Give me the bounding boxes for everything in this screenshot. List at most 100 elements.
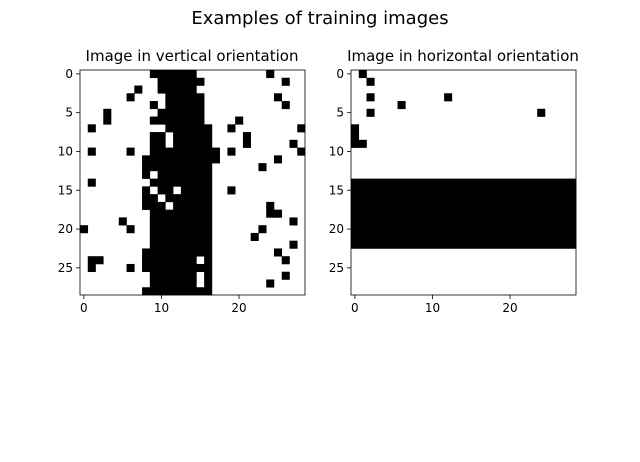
pixel-cell [444,194,453,203]
pixel-cell [521,217,530,226]
pixel-cell [498,225,507,234]
pixel-cell [498,240,507,249]
pixel-cell [513,240,522,249]
pixel-cell [157,132,166,141]
pixel-cell [188,170,197,179]
pixel-cell [389,225,398,234]
pixel-cell [490,201,499,210]
pixel-cell [204,256,213,265]
pixel-cell [142,170,151,179]
pixel-cell [420,217,429,226]
pixel-cell [180,101,189,110]
pixel-cell [165,256,174,265]
pixel-cell [366,217,375,226]
pixel-cell [126,225,135,234]
pixel-cell [490,194,499,203]
pixel-cell [475,186,484,195]
pixel-cell [188,116,197,125]
pixel-cell [529,178,538,187]
image-cells [80,70,306,296]
pixel-cell [180,178,189,187]
pixel-cell [529,232,538,241]
pixel-cell [405,225,414,234]
pixel-cell [134,85,143,94]
pixel-cell [180,124,189,133]
axes-frame [79,69,306,296]
pixel-cell [196,124,205,133]
pixel-cell [204,186,213,195]
pixel-cell [149,279,158,288]
pixel-cell [521,186,530,195]
pixel-cell [389,186,398,195]
pixel-cell [204,287,213,296]
pixel-cell [180,139,189,148]
pixel-cell [180,108,189,117]
pixel-cell [180,240,189,249]
pixel-cell [482,232,491,241]
pixel-cell [204,139,213,148]
x-tick-label: 0 [351,301,359,315]
pixel-cell [204,240,213,249]
vertical-orientation-panel: Image in vertical orientation 0 10 20 0 5 10 1… [58,47,306,315]
pixel-cell [157,263,166,273]
pixel-cell [428,194,437,203]
pixel-cell [103,116,112,125]
pixel-cell [204,163,213,172]
pixel-cell [149,70,158,79]
pixel-cell [204,132,213,141]
pixel-cell [413,194,422,203]
pixel-cell [490,240,499,249]
pixel-cell [173,240,182,249]
y-tick-label: 5 [65,106,73,120]
pixel-cell [521,240,530,249]
pixel-cell [180,116,189,125]
pixel-cell [87,124,96,133]
pixel-cell [428,225,437,234]
pixel-cell [482,201,491,210]
pixel-cell [537,194,546,203]
pixel-cell [506,186,515,195]
pixel-cell [173,271,182,280]
pixel-cell [490,186,499,195]
pixel-cell [428,217,437,226]
pixel-cell [196,232,205,241]
pixel-cell [196,108,205,117]
pixel-cell [196,186,205,195]
pixel-cell [157,147,166,156]
pixel-cell [157,186,166,195]
pixel-cell [358,209,367,218]
pixel-cell [149,225,158,234]
pixel-cell [173,93,182,102]
pixel-cell [451,178,460,187]
pixel-cell [351,232,360,241]
pixel-cell [444,93,453,102]
pixel-cell [242,132,251,141]
pixel-cell [266,201,275,210]
pixel-cell [180,147,189,156]
pixel-cell [165,77,174,86]
pixel-cell [297,147,306,156]
pixel-cell [165,232,174,241]
pixel-cell [521,225,530,234]
pixel-cell [467,194,476,203]
pixel-cell [358,186,367,195]
pixel-cell [428,178,437,187]
pixel-cell [459,209,468,218]
pixel-cell [204,147,213,156]
pixel-cell [397,209,406,218]
pixel-cell [173,178,182,187]
pixel-cell [180,217,189,226]
pixel-cell [420,178,429,187]
pixel-cell [382,240,391,249]
pixel-cell [467,209,476,218]
x-tick-label: 10 [425,301,440,315]
pixel-cell [513,201,522,210]
pixel-cell [436,178,445,187]
pixel-cell [87,256,96,265]
pixel-cell [544,209,554,218]
pixel-cell [157,279,166,288]
pixel-cell [173,248,182,257]
pixel-cell [552,178,561,187]
pixel-cell [397,217,406,226]
pixel-cell [482,209,491,218]
